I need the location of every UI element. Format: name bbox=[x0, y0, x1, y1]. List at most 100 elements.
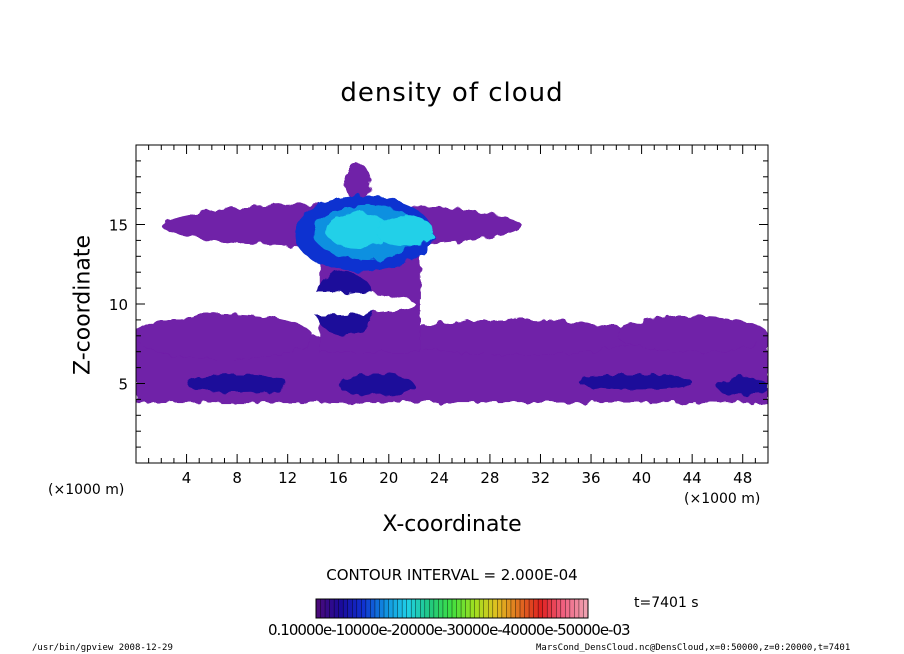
colorbar-swatch bbox=[415, 599, 421, 618]
colorbar-swatch bbox=[551, 599, 557, 618]
colorbar-swatch bbox=[393, 599, 399, 618]
colorbar-swatch bbox=[356, 599, 362, 618]
x-tick-label: 24 bbox=[430, 469, 449, 487]
colorbar-swatch bbox=[515, 599, 521, 618]
y-tick-label: 5 bbox=[118, 376, 128, 394]
colorbar-swatch bbox=[424, 599, 430, 618]
colorbar-swatch bbox=[479, 599, 485, 618]
colorbar-swatch bbox=[501, 599, 507, 618]
lower-streak-1 bbox=[186, 373, 288, 394]
colorbar-swatch bbox=[533, 599, 539, 618]
colorbar-swatch bbox=[560, 599, 566, 618]
colorbar-swatch bbox=[402, 599, 408, 618]
colorbar-swatch bbox=[329, 599, 335, 618]
colorbar-swatch bbox=[542, 599, 548, 618]
lower-streak-3 bbox=[578, 373, 693, 390]
x-unit-right: (×1000 m) bbox=[684, 491, 761, 507]
colorbar-swatch bbox=[442, 599, 448, 618]
colorbar-swatch bbox=[578, 599, 584, 618]
gap-left bbox=[199, 291, 415, 316]
cloud-top bbox=[344, 162, 370, 201]
x-tick-label: 12 bbox=[278, 469, 297, 487]
x-tick-label: 32 bbox=[531, 469, 550, 487]
colorbar-swatch bbox=[452, 599, 458, 618]
colorbar-swatch bbox=[556, 599, 562, 618]
colorbar-swatch bbox=[343, 599, 349, 618]
x-tick-label: 40 bbox=[632, 469, 651, 487]
core-inner bbox=[325, 211, 389, 249]
x-axis-label: X-coordinate bbox=[382, 512, 522, 537]
chart-title: density of cloud bbox=[340, 78, 564, 108]
x-tick-label: 48 bbox=[733, 469, 752, 487]
colorbar-swatch bbox=[465, 599, 471, 618]
gap-right bbox=[464, 256, 768, 308]
y-axis-label: Z-coordinate bbox=[70, 235, 96, 375]
x-tick-label: 44 bbox=[683, 469, 702, 487]
colorbar-swatch bbox=[506, 599, 512, 618]
colorbar-swatch bbox=[406, 599, 412, 618]
x-tick-label: 8 bbox=[232, 469, 242, 487]
lower-streak-2 bbox=[338, 373, 415, 397]
density-field bbox=[136, 162, 768, 403]
colorbar-frame bbox=[315, 598, 589, 619]
y-tick-label: 15 bbox=[109, 217, 128, 235]
lower-layer-bump-left bbox=[136, 313, 313, 360]
colorbar-swatch bbox=[433, 599, 439, 618]
colorbar-swatch bbox=[583, 599, 589, 618]
colorbar-swatch bbox=[325, 599, 331, 618]
colorbar-swatch bbox=[569, 599, 575, 618]
colorbar-swatch bbox=[361, 599, 367, 618]
colorbar-swatch bbox=[338, 599, 344, 618]
core-inner-2 bbox=[376, 214, 434, 247]
lower-streak-4 bbox=[717, 377, 768, 397]
footer-right: MarsCond_DensCloud.nc@DensCloud,x=0:5000… bbox=[536, 643, 851, 653]
colorbar-swatch bbox=[347, 599, 353, 618]
x-tick-label: 20 bbox=[379, 469, 398, 487]
colorbar bbox=[315, 598, 589, 619]
colorbar-swatch bbox=[488, 599, 494, 618]
footer-left: /usr/bin/gpview 2008-12-29 bbox=[32, 643, 173, 653]
contour-interval: CONTOUR INTERVAL = 2.000E-04 bbox=[326, 566, 578, 584]
colorbar-swatch bbox=[538, 599, 544, 618]
colorbar-swatch bbox=[565, 599, 571, 618]
x-tick-label: 28 bbox=[480, 469, 499, 487]
colorbar-swatch bbox=[524, 599, 530, 618]
x-tick-label: 4 bbox=[182, 469, 192, 487]
colorbar-swatch bbox=[334, 599, 340, 618]
colorbar-swatch bbox=[529, 599, 535, 618]
colorbar-swatch bbox=[474, 599, 480, 618]
colorbar-swatch bbox=[429, 599, 435, 618]
colorbar-swatch bbox=[574, 599, 580, 618]
colorbar-swatch bbox=[370, 599, 376, 618]
colorbar-swatch bbox=[420, 599, 426, 618]
colorbar-swatch bbox=[520, 599, 526, 618]
colorbar-labels: 0.10000e-10000e-20000e-30000e-40000e-500… bbox=[268, 621, 631, 639]
colorbar-swatch bbox=[510, 599, 516, 618]
colorbar-swatch bbox=[379, 599, 385, 618]
colorbar-swatch bbox=[374, 599, 380, 618]
colorbar-swatch bbox=[547, 599, 553, 618]
time-label: t=7401 s bbox=[634, 595, 699, 611]
colorbar-swatch bbox=[316, 599, 322, 618]
field-regions bbox=[136, 162, 768, 403]
colorbar-swatch bbox=[456, 599, 462, 618]
colorbar-swatch bbox=[497, 599, 503, 618]
x-unit-left: (×1000 m) bbox=[48, 482, 125, 498]
colorbar-swatch bbox=[470, 599, 476, 618]
colorbar-swatch bbox=[438, 599, 444, 618]
colorbar-swatch bbox=[397, 599, 403, 618]
colorbar-swatch bbox=[447, 599, 453, 618]
colorbar-swatch bbox=[483, 599, 489, 618]
colorbar-swatch bbox=[388, 599, 394, 618]
y-tick-label: 10 bbox=[109, 296, 128, 314]
colorbar-swatch bbox=[320, 599, 326, 618]
colorbar-swatch bbox=[365, 599, 371, 618]
colorbar-swatch bbox=[492, 599, 498, 618]
lower-layer-bump-mid bbox=[388, 319, 642, 355]
x-tick-label: 16 bbox=[329, 469, 348, 487]
colorbar-swatch bbox=[411, 599, 417, 618]
x-tick-label: 36 bbox=[581, 469, 600, 487]
colorbar-swatch bbox=[384, 599, 390, 618]
